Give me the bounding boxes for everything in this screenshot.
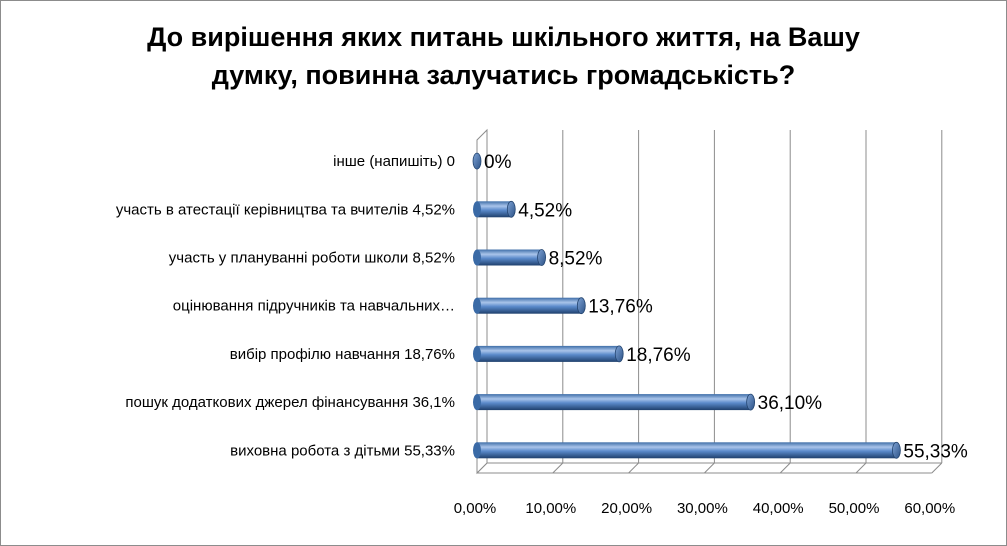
bar-end-cap-0 [472,152,482,170]
x-tick-label-0: 0,00% [454,500,497,517]
bar-end-cap-4 [614,345,624,363]
bar-body-1 [477,201,512,218]
bar-1 [473,200,516,218]
bar-base-cap-6 [473,442,481,459]
bar-4 [473,345,624,363]
bar-end-cap-2 [537,249,546,266]
category-label-6: виховна робота з дітьми 55,33% [230,442,455,459]
chart-title-line-1: До вирішення яких питань шкільного життя… [147,22,860,52]
x-tick-label-4: 40,00% [753,500,804,517]
chart-title-line-2: думку, повинна залучатись громадськість? [211,60,796,90]
bar-body-6 [477,442,897,459]
bar-5 [473,393,756,411]
floor-gridline-5 [855,462,867,474]
bar-end-cap-3 [576,297,586,315]
bar-3 [473,297,586,315]
floor-gridline-3 [704,462,715,474]
data-label-0: 0% [484,152,512,173]
bar-end-cap-6 [892,441,901,459]
category-label-1: участь в атестації керівництва та вчител… [116,201,455,218]
x-tick-label-5: 50,00% [829,500,880,517]
bar-body-5 [477,394,751,411]
data-label-1: 4,52% [518,200,572,221]
floor-gridline-4 [779,462,791,474]
bar-base-cap-2 [473,249,481,266]
bar-end-cap-1 [506,200,516,218]
floor-gridline-6 [931,462,943,474]
category-label-5: пошук додаткових джерел фінансування 36,… [125,394,455,411]
bar-base-cap-5 [473,394,481,411]
bar-base-cap-3 [473,297,481,314]
x-tick-label-1: 10,00% [525,500,576,517]
floor-gridline-1 [552,462,564,474]
data-label-3: 13,76% [588,297,653,318]
bar-body-4 [477,345,620,362]
category-label-4: вибір профілю навчання 18,76% [230,346,455,363]
bar-end-cap-5 [746,393,756,411]
bar-2 [473,249,546,266]
bar-body-3 [477,297,582,314]
data-label-5: 36,10% [758,393,823,414]
data-label-4: 18,76% [626,345,691,366]
bar-6 [473,441,901,459]
chart-title: До вирішення яких питань шкільного життя… [0,18,1007,94]
data-label-6: 55,33% [903,441,968,462]
x-tick-label-2: 20,00% [601,500,652,517]
category-label-3: оцінювання підручників та навчальних… [173,298,455,315]
bar-0 [472,152,482,170]
x-tick-label-3: 30,00% [677,500,728,517]
data-label-2: 8,52% [549,249,603,270]
bar-body-2 [477,249,542,266]
x-tick-label-6: 60,00% [904,500,955,517]
category-label-0: інше (напишіть) 0 [333,153,455,170]
category-label-2: участь у плануванні роботи школи 8,52% [169,250,455,267]
floor-gridline-2 [628,462,639,474]
bar-base-cap-1 [473,201,481,218]
bar-base-cap-4 [473,345,481,362]
